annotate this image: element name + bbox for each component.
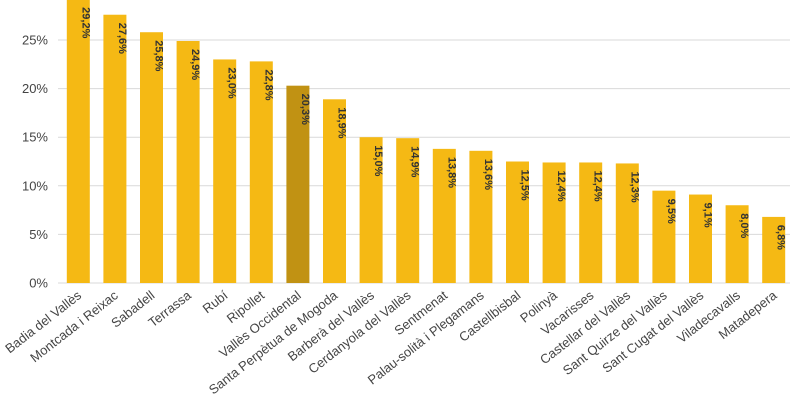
- bar: [579, 162, 603, 283]
- bar-data-label: 12,4%: [592, 170, 604, 201]
- bar: [286, 85, 310, 284]
- bar: [66, 0, 90, 284]
- bars: [66, 0, 786, 284]
- y-tick-label: 5%: [29, 227, 48, 242]
- bar-data-label: 12,3%: [628, 171, 640, 202]
- bar-data-label: 13,6%: [482, 159, 494, 190]
- y-tick-label: 25%: [22, 33, 48, 48]
- bar: [176, 40, 200, 283]
- bar: [359, 137, 383, 283]
- bar-data-label: 14,9%: [409, 146, 421, 177]
- bar: [652, 190, 676, 283]
- category-label: Terrassa: [145, 287, 194, 330]
- bar: [323, 99, 346, 284]
- bar-data-label: 18,9%: [336, 107, 348, 138]
- bar: [689, 194, 712, 283]
- bar-data-label: 12,4%: [555, 170, 567, 201]
- bar-data-label: 12,5%: [519, 170, 531, 201]
- y-tick-label: 15%: [22, 130, 48, 145]
- bar-data-label: 20,3%: [299, 94, 311, 125]
- bar: [249, 61, 273, 283]
- bar-data-label: 6,8%: [775, 225, 787, 250]
- y-tick-label: 20%: [22, 81, 48, 96]
- bar-data-label: 23,0%: [226, 67, 238, 98]
- bar: [506, 161, 529, 283]
- bar-data-label: 22,8%: [262, 69, 274, 100]
- bar-data-label: 8,0%: [738, 213, 750, 238]
- y-tick-label: 10%: [22, 178, 48, 193]
- bar: [103, 14, 127, 284]
- bar-data-label: 25,8%: [153, 40, 165, 71]
- bar: [213, 59, 237, 283]
- y-axis-ticks: 0% 5% 10% 15% 20% 25%: [22, 33, 48, 291]
- bar: [140, 32, 163, 283]
- data-labels: 29,2% 27,6% 25,8% 24,9% 23,0% 22,8% 20,3% 18,9%…: [79, 7, 786, 250]
- bar: [469, 150, 493, 283]
- bar-data-label: 9,5%: [665, 199, 677, 224]
- bar: [725, 205, 749, 283]
- grid-lines: [58, 39, 790, 284]
- bar-data-label: 9,1%: [702, 203, 714, 228]
- bar-data-label: 29,2%: [79, 7, 91, 38]
- y-tick-label: 0%: [29, 276, 48, 291]
- bar-data-label: 13,8%: [445, 157, 457, 188]
- bar: [615, 163, 639, 283]
- bar: [396, 138, 420, 283]
- bar-data-label: 27,6%: [116, 23, 128, 54]
- bar-data-label: 15,0%: [372, 145, 384, 176]
- bar: [432, 148, 456, 283]
- bar: [542, 162, 566, 283]
- bar: [762, 216, 786, 283]
- bar-data-label: 24,9%: [189, 49, 201, 80]
